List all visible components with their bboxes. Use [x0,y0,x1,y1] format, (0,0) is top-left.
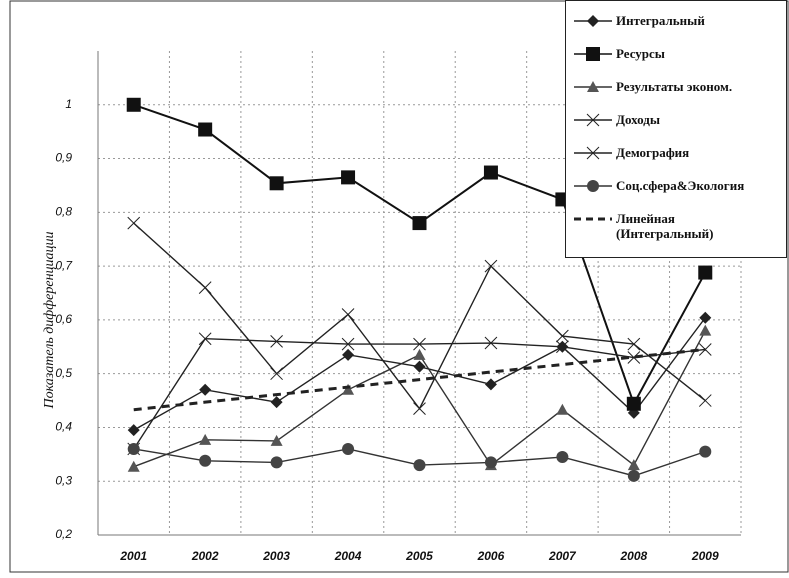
marker [198,332,212,346]
marker [270,434,283,446]
marker [413,348,426,360]
x-tick-label: 2008 [619,549,647,563]
legend-item: Ресурсы [570,46,766,62]
marker [270,335,283,348]
marker [127,442,140,455]
chart-frame [9,0,789,573]
y-tick-label: 0,6 [55,312,72,326]
marker [556,329,569,343]
marker [627,351,641,364]
marker [341,337,355,351]
marker [342,383,355,395]
legend-item: Линейная (Интегральный) [570,211,766,241]
marker [699,445,712,458]
marker [127,216,141,230]
x-tick-label: 2003 [262,549,290,563]
x-tick-label: 2002 [191,549,219,563]
marker [556,451,569,464]
legend-label: Интегральный [616,13,705,28]
marker [484,378,497,391]
marker [698,343,712,356]
marker [586,146,600,160]
marker [627,459,640,471]
marker [627,337,641,351]
marker [126,97,141,112]
legend-item: Соц.сфера&Экология [570,178,766,194]
legend-swatch [574,180,612,192]
marker [484,456,497,469]
marker [699,311,712,324]
marker [341,170,356,185]
y-tick-label: 0,5 [55,366,72,380]
marker [413,459,426,472]
marker [556,340,569,354]
trend-line [133,347,706,412]
x-tick-label: 2001 [119,549,147,563]
legend-swatch [574,15,612,27]
marker [342,442,355,455]
marker [127,424,140,437]
x-tick-label: 2005 [405,549,433,563]
y-axis-title: Показатель дифференциации [42,231,57,409]
marker [413,402,426,415]
y-tick-label: 0,8 [55,205,72,219]
marker [484,259,498,273]
marker [484,336,498,350]
x-tick-label: 2007 [548,549,577,563]
legend-label: Ресурсы [616,46,665,61]
legend-label: Линейная (Интегральный) [616,211,714,241]
legend-label: Результаты эконом. [616,79,733,94]
legend-swatch [574,81,612,92]
marker [413,337,426,351]
marker [699,324,712,336]
y-tick-label: 1 [65,97,72,111]
marker [587,15,599,27]
marker [698,394,712,407]
y-tick-label: 0,7 [55,258,73,272]
legend-swatch [574,146,612,160]
marker [626,396,641,411]
legend-swatch [574,113,612,127]
legend-item: Интегральный [570,13,766,29]
marker [698,265,713,280]
y-tick-label: 0,3 [55,473,72,487]
marker [556,403,569,415]
legend-item: Результаты эконом. [570,79,766,95]
marker [199,433,212,445]
marker [199,383,212,396]
marker [127,460,140,472]
legend-label: Соц.сфера&Экология [616,178,745,193]
y-tick-label: 0,2 [55,527,72,541]
marker [586,47,600,61]
marker [270,456,283,469]
marker [341,308,355,321]
x-tick-label: 2009 [691,549,719,563]
x-tick-label: 2006 [477,549,505,563]
x-tick-label: 2004 [334,549,362,563]
legend: Интегральный Ресурсы Результаты эконом. Дох… [565,0,787,258]
legend-label: Доходы [616,112,660,127]
legend-swatch [574,47,612,61]
legend-label: Демография [616,145,690,160]
marker [586,113,600,127]
marker [199,454,212,467]
legend-item: Доходы [570,112,766,128]
marker [483,165,498,180]
legend-item: Демография [570,145,766,161]
legend-swatch [574,217,612,221]
marker [413,360,426,373]
marker [587,81,599,92]
marker [269,176,284,191]
marker [198,122,213,137]
marker [198,281,212,294]
y-tick-label: 0,9 [55,151,72,165]
marker [342,348,355,361]
y-tick-label: 0,4 [55,420,72,434]
marker [587,180,599,192]
marker [627,469,640,482]
marker [270,396,283,409]
marker [270,367,283,381]
marker [412,216,427,231]
